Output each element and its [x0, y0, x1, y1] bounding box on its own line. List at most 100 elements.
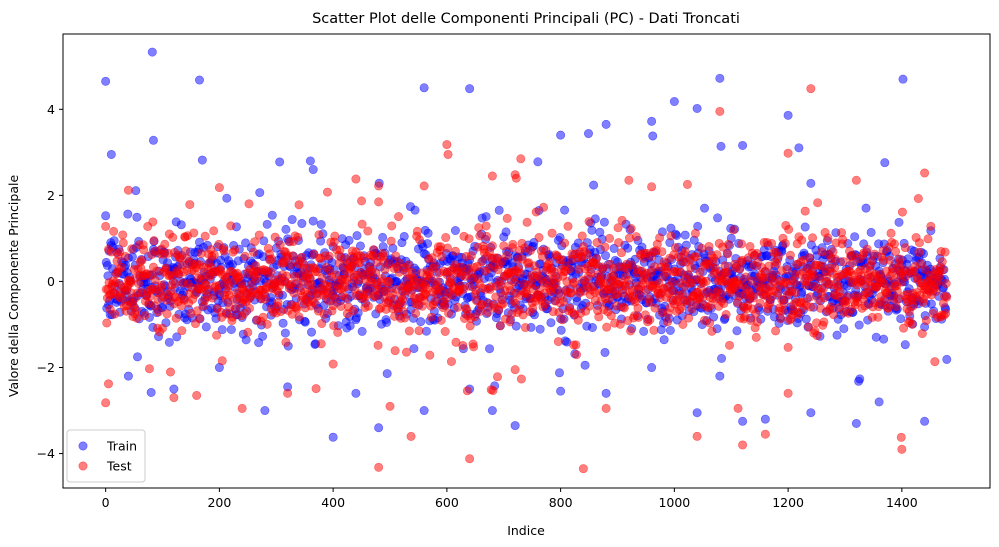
data-point — [162, 309, 172, 319]
data-point — [283, 388, 293, 398]
data-point — [587, 323, 597, 333]
data-point — [387, 221, 397, 231]
data-point — [860, 301, 870, 311]
data-point — [260, 406, 270, 416]
data-point — [732, 326, 742, 336]
data-point — [898, 74, 908, 84]
data-point — [649, 325, 659, 335]
series-test — [101, 84, 952, 474]
data-point — [794, 143, 804, 153]
data-point — [889, 239, 899, 249]
data-point — [866, 227, 876, 237]
data-point — [764, 261, 774, 271]
data-point — [217, 356, 227, 366]
data-point — [546, 318, 556, 328]
data-point — [262, 319, 272, 329]
data-point — [554, 368, 564, 378]
data-point — [384, 277, 394, 287]
data-point — [819, 293, 829, 303]
data-point — [391, 251, 401, 261]
data-point — [589, 180, 599, 190]
x-tick-label: 1000 — [658, 495, 690, 510]
data-point — [273, 298, 283, 308]
data-point — [275, 240, 285, 250]
data-point — [487, 241, 497, 251]
data-point — [262, 219, 272, 229]
data-point — [276, 307, 286, 317]
data-point — [712, 250, 722, 260]
data-point — [752, 248, 762, 258]
data-point — [308, 216, 318, 226]
data-point — [657, 247, 667, 257]
chart-title: Scatter Plot delle Componenti Principali… — [312, 11, 740, 27]
data-point — [916, 259, 926, 269]
x-tick-label: 600 — [435, 495, 459, 510]
data-point — [830, 254, 840, 264]
data-point — [892, 286, 902, 296]
data-point — [692, 103, 702, 113]
data-point — [442, 243, 452, 253]
data-point — [747, 276, 757, 286]
data-point — [669, 97, 679, 107]
data-point — [139, 245, 149, 255]
data-point — [891, 247, 901, 257]
y-axis-label: Valore della Componente Principale — [6, 175, 21, 398]
data-point — [172, 332, 182, 342]
data-point — [705, 318, 715, 328]
data-point — [601, 403, 611, 413]
data-point — [914, 247, 924, 257]
data-point — [419, 83, 429, 93]
data-point — [871, 332, 881, 342]
data-point — [701, 276, 711, 286]
data-point — [600, 347, 610, 357]
y-tick-label: 0 — [47, 274, 55, 289]
data-point — [615, 319, 625, 329]
data-point — [464, 234, 474, 244]
data-point — [644, 297, 654, 307]
data-point — [305, 156, 315, 166]
data-point — [560, 238, 570, 248]
data-point — [556, 325, 566, 335]
data-point — [773, 288, 783, 298]
data-point — [571, 340, 581, 350]
data-point — [510, 277, 520, 287]
data-point — [900, 340, 910, 350]
data-point — [117, 262, 127, 272]
data-point — [477, 257, 487, 267]
data-point — [554, 307, 564, 317]
data-point — [697, 243, 707, 253]
data-point — [819, 317, 829, 327]
data-point — [492, 372, 502, 382]
data-point — [715, 73, 725, 83]
data-point — [800, 222, 810, 232]
data-point — [897, 444, 907, 454]
data-point — [879, 334, 889, 344]
data-point — [767, 238, 777, 248]
data-point — [847, 258, 857, 268]
data-point — [704, 241, 714, 251]
data-point — [487, 406, 497, 416]
data-point — [157, 280, 167, 290]
data-point — [144, 364, 154, 374]
data-point — [482, 231, 492, 241]
data-point — [316, 219, 326, 229]
data-point — [619, 303, 629, 313]
data-point — [131, 305, 141, 315]
data-point — [425, 272, 435, 282]
data-point — [700, 203, 710, 213]
data-point — [436, 315, 446, 325]
data-point — [707, 326, 717, 336]
data-point — [212, 330, 222, 340]
data-point — [659, 335, 669, 345]
data-point — [797, 235, 807, 245]
data-point — [382, 317, 392, 327]
data-point — [317, 319, 327, 329]
data-point — [287, 215, 297, 225]
data-point — [214, 183, 224, 193]
data-point — [254, 230, 264, 240]
data-point — [414, 326, 424, 336]
data-point — [401, 347, 411, 357]
data-point — [311, 384, 321, 394]
data-point — [806, 84, 816, 94]
data-point — [148, 217, 158, 227]
